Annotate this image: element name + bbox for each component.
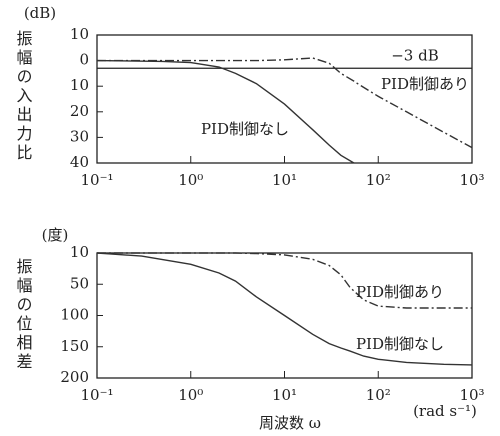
reference-label: −3 dB — [391, 46, 439, 64]
y-axis-label: 振幅の位相差 — [14, 258, 33, 372]
series-line — [96, 252, 473, 366]
y-tick-label: 10 — [70, 243, 89, 261]
y-tick-label: 150 — [60, 337, 89, 355]
x-tick-label: 10³ — [459, 386, 484, 404]
series-label: PID制御なし — [356, 335, 444, 353]
x-unit: (rad s⁻¹) — [413, 402, 477, 420]
x-tick-label: 10³ — [459, 171, 484, 189]
y-tick-label: 100 — [60, 306, 89, 324]
series-label: PID制御なし — [201, 120, 289, 138]
series-line — [96, 59, 355, 164]
series-line — [97, 57, 473, 149]
y-tick-label: 10 — [70, 25, 89, 43]
x-tick-label: 10⁰ — [178, 386, 203, 404]
y-unit: (度) — [42, 226, 69, 244]
x-tick-label: 10¹ — [272, 171, 297, 189]
y-tick-label: 50 — [70, 274, 89, 292]
x-tick-label: 10¹ — [272, 386, 297, 404]
y-tick-label: 10 — [70, 76, 89, 94]
y-tick-label: 20 — [70, 102, 89, 120]
x-tick-label: 10⁰ — [178, 171, 203, 189]
y-unit: (dB) — [24, 4, 56, 22]
x-tick-label: 10² — [366, 171, 391, 189]
series-label: PID制御あり — [381, 75, 469, 93]
series-line — [97, 252, 472, 309]
y-tick-label: 200 — [60, 368, 89, 386]
x-tick-label: 10⁻¹ — [80, 386, 113, 404]
y-axis-label: 振幅の入出力比 — [14, 30, 33, 163]
y-tick-label: 30 — [70, 127, 89, 145]
y-tick-label: 0 — [79, 51, 89, 69]
series-label: PID制御あり — [356, 283, 444, 301]
y-tick-label: 40 — [70, 153, 89, 171]
x-tick-label: 10⁻¹ — [80, 171, 113, 189]
x-tick-label: 10² — [366, 386, 391, 404]
x-axis-label: 周波数 ω — [259, 414, 321, 432]
